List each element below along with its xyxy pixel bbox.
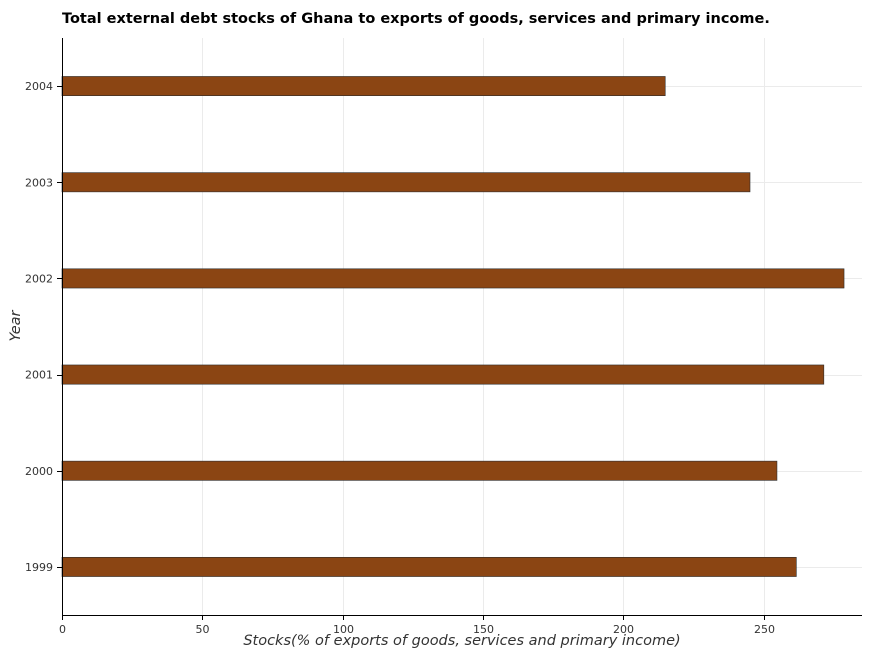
x-axis-label: Stocks(% of exports of goods, services a… — [243, 633, 680, 649]
bar-2001 — [61, 364, 825, 385]
x-axis-ticks: 0 50 100 150 200 250 — [59, 615, 775, 636]
x-tick-label: 0 — [59, 623, 66, 636]
bar-2000 — [61, 460, 778, 481]
y-tick-label: 2003 — [25, 176, 53, 189]
x-tick-label: 50 — [196, 623, 210, 636]
y-tick-label: 2000 — [25, 465, 53, 478]
bar-2002 — [61, 268, 845, 289]
y-tick-label: 1999 — [25, 561, 53, 574]
y-axis-ticks: 1999 2000 2001 2002 2003 2004 — [25, 80, 62, 574]
bar-1999 — [61, 556, 797, 577]
x-tick-label: 250 — [754, 623, 775, 636]
plot-background — [62, 38, 862, 615]
x-tick-label: 150 — [473, 623, 494, 636]
bar-2004 — [61, 76, 666, 97]
bar-2003 — [61, 172, 751, 193]
y-tick-label: 2002 — [25, 272, 53, 285]
plot-area — [61, 38, 862, 616]
x-tick-label: 200 — [613, 623, 634, 636]
y-tick-label: 2001 — [25, 369, 53, 382]
y-axis-label: Year — [8, 309, 24, 341]
chart-title: Total external debt stocks of Ghana to e… — [62, 11, 770, 27]
y-tick-label: 2004 — [25, 80, 53, 93]
x-tick-label: 100 — [333, 623, 354, 636]
